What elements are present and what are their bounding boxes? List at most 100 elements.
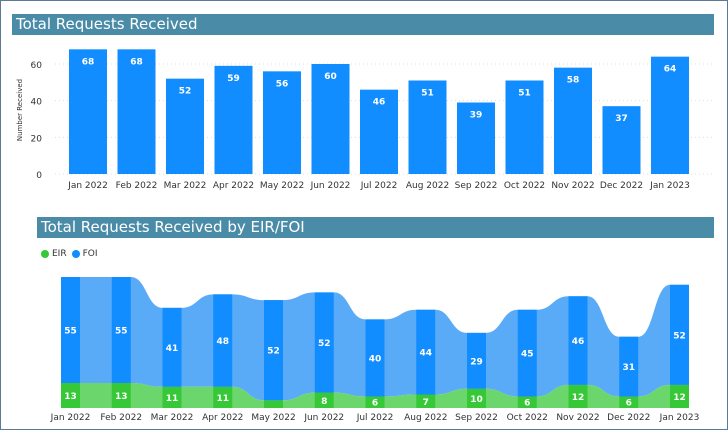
x-tick-label: May 2022 [251,413,295,423]
data-label: 56 [276,79,289,89]
bar [360,89,398,174]
foi-bar [467,332,486,389]
eir-bar [314,392,334,408]
bar [602,106,641,174]
foi-bar [61,277,80,383]
bar [166,78,204,174]
x-tick-label: Jul 2022 [356,413,394,423]
foi-data-label: 44 [419,349,432,359]
eir-bar [517,396,537,408]
foi-bar [365,319,385,397]
eir-bar [365,396,385,408]
eir-bar [264,400,283,408]
foi-bar [568,296,588,385]
eir-legend-marker [41,250,49,258]
eir-data-label: 6 [626,399,632,409]
total-requests-bar-chart: 0 20 40 60 Number Received 68 Jan 2022 68 Feb 20… [16,49,714,191]
x-tick-label: Dec 2022 [600,181,643,191]
eir-data-label: 7 [423,398,429,408]
foi-data-label: 29 [470,357,483,367]
x-tick-label: Jan 2023 [659,413,700,423]
data-label: 52 [179,87,192,97]
foi-bar [670,284,689,385]
eir-data-label: 13 [115,392,128,402]
eir-bar [416,394,436,408]
foi-data-label: 48 [216,337,229,347]
foi-bar [619,336,639,397]
data-label: 59 [227,74,240,84]
legend: EIR FOI [41,249,98,259]
x-tick-label: Nov 2022 [551,181,594,191]
x-tick-label: Oct 2022 [504,181,545,191]
data-label: 64 [664,65,677,75]
x-tick-label: Jan 2022 [50,413,91,423]
chart2-title: Total Requests Received by EIR/FOI [37,217,714,238]
bar [505,80,544,174]
foi-bar [162,307,182,387]
eir-legend-label[interactable]: EIR [52,249,67,259]
x-tick-label: Sep 2022 [455,181,498,191]
data-label: 68 [82,57,95,67]
foi-data-label: 31 [622,363,635,373]
data-label: 39 [470,111,483,121]
eir-bar [61,382,80,408]
x-tick-label: Feb 2022 [116,181,158,191]
foi-data-label: 55 [64,326,77,336]
bar [117,49,156,175]
data-label: 51 [518,89,531,99]
data-label: 37 [615,114,628,124]
foi-data-label: 52 [267,347,280,357]
data-label: 68 [130,57,143,67]
eir-data-label: 12 [673,393,686,403]
eir-data-label: 6 [372,399,378,409]
foi-bar [264,300,283,401]
x-tick-label: Jul 2022 [360,181,398,191]
x-tick-label: Aug 2022 [406,181,449,191]
x-tick-label: May 2022 [260,181,304,191]
foi-data-label: 45 [521,350,534,360]
eir-data-label: 11 [166,394,179,404]
foi-bar [111,277,131,383]
bar [651,56,689,174]
bar [408,80,447,174]
x-tick-label: Sep 2022 [455,413,498,423]
eir-bar [162,386,182,408]
x-tick-label: Dec 2022 [607,413,650,423]
x-tick-label: Mar 2022 [151,413,194,423]
bar [214,65,253,174]
foi-legend-label[interactable]: FOI [82,249,98,259]
x-tick-label: Oct 2022 [507,413,548,423]
data-label: 46 [373,98,386,108]
foi-bar [416,309,436,395]
y-tick-label: 60 [31,61,43,71]
x-tick-label: Mar 2022 [164,181,207,191]
x-tick-label: Jan 2023 [649,181,690,191]
y-tick-label: 0 [36,171,42,181]
foi-legend-marker [71,250,80,258]
foi-data-label: 52 [673,331,686,341]
bar [311,64,350,174]
bar [554,67,592,174]
eir-data-label: 13 [64,392,77,402]
eir-data-label: 8 [321,397,327,407]
foi-data-label: 55 [115,326,128,336]
eir-data-label: 10 [470,395,483,405]
x-tick-label: Feb 2022 [100,413,142,423]
x-tick-label: Apr 2022 [202,413,243,423]
data-label: 60 [324,72,337,82]
eir-bar [467,388,486,408]
foi-bar [517,309,537,397]
foi-bar [213,294,233,387]
eir-bar [568,384,588,408]
chart1-title: Total Requests Received [12,14,714,35]
x-tick-label: Nov 2022 [556,413,599,423]
bar [69,49,107,175]
eir-data-label: 12 [572,393,585,403]
x-tick-label: Jun 2022 [310,181,351,191]
foi-data-label: 40 [369,354,382,364]
eir-data-label: 6 [524,399,530,409]
foi-bar [314,292,334,393]
x-tick-label: Jun 2022 [303,413,344,423]
eir-bar [213,386,233,408]
eir-bar [111,382,131,408]
